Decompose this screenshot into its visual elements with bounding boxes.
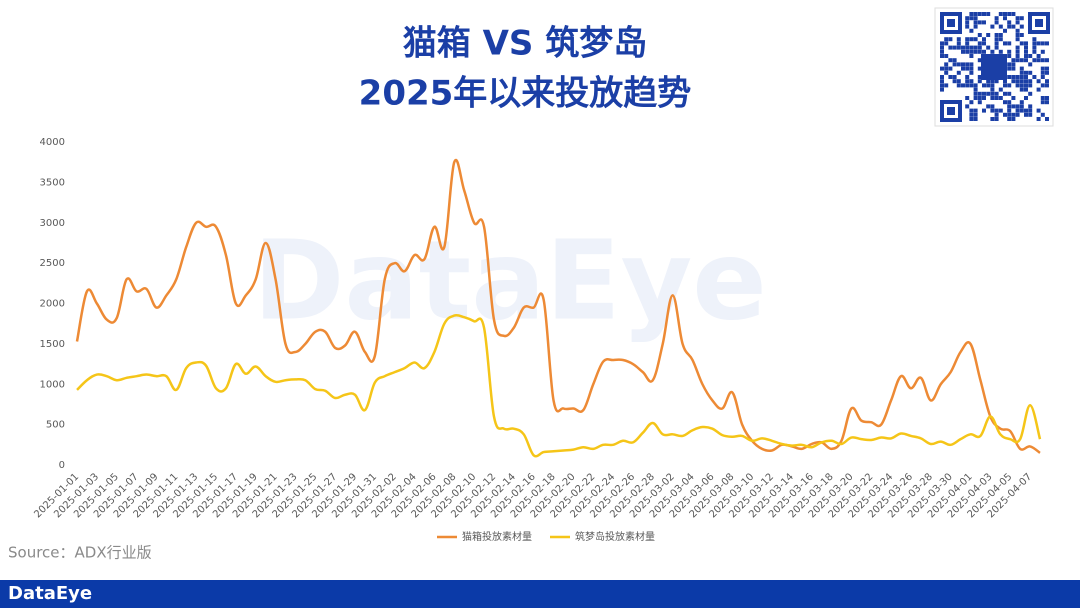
chart-title: 猫箱 VS 筑梦岛: [403, 24, 647, 64]
qr-code: [934, 7, 1054, 127]
source: Source：ADX行业版: [8, 544, 152, 562]
series-line: [76, 313, 1042, 458]
legend-label: 猫箱投放素材量: [462, 530, 532, 543]
y-tick-label: 1000: [40, 379, 65, 390]
series-line: [75, 158, 1041, 454]
footer-bar: [0, 580, 1080, 608]
footer-brand: DataEye: [8, 583, 92, 604]
y-tick-label: 1500: [40, 339, 65, 350]
y-tick-label: 2000: [40, 299, 65, 310]
chart-subtitle: 2025年以来投放趋势: [359, 74, 692, 114]
y-tick-label: 500: [46, 420, 65, 431]
y-tick-label: 3000: [40, 218, 65, 229]
legend-label: 筑梦岛投放素材量: [575, 530, 655, 543]
y-tick-label: 2500: [40, 258, 65, 269]
watermark: DataEye: [253, 216, 767, 344]
y-tick-label: 3500: [40, 177, 65, 188]
y-tick-label: 4000: [40, 137, 65, 148]
y-tick-label: 0: [59, 460, 65, 471]
